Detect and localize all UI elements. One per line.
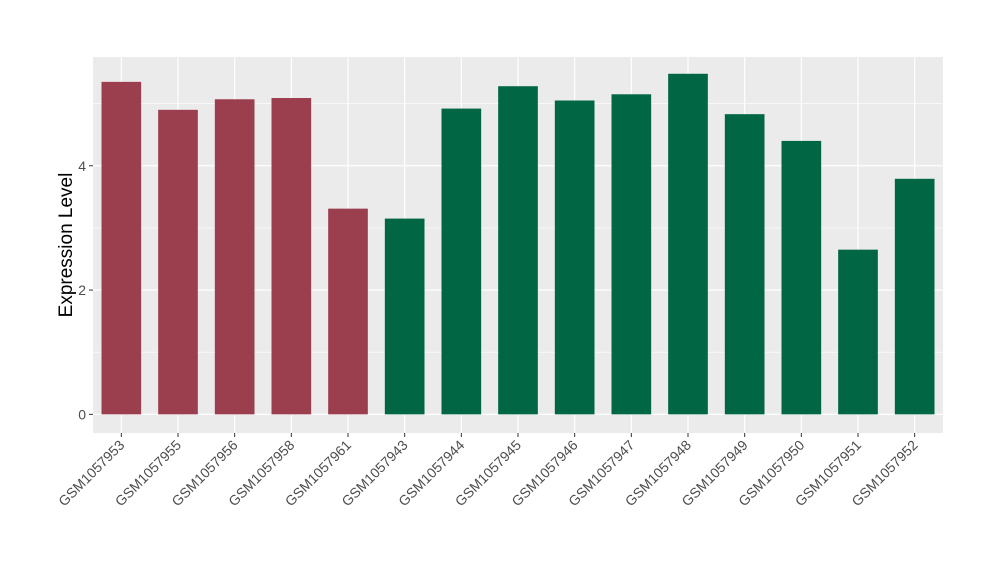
bars xyxy=(101,73,935,415)
bar-GSM1057952 xyxy=(894,178,935,415)
bar-GSM1057949 xyxy=(724,114,765,415)
bar-GSM1057961 xyxy=(328,208,368,415)
bar-GSM1057958 xyxy=(271,98,312,415)
y-tick-label: 2 xyxy=(78,282,86,298)
bar-GSM1057948 xyxy=(668,73,708,415)
bar-GSM1057951 xyxy=(838,249,878,415)
bar-GSM1057944 xyxy=(441,108,482,415)
x-axis: GSM1057953GSM1057955GSM1057956GSM1057958… xyxy=(55,433,921,509)
y-axis-label: Expression Level xyxy=(56,173,77,318)
bar-GSM1057943 xyxy=(384,218,425,415)
bar-GSM1057956 xyxy=(214,99,255,415)
bar-GSM1057955 xyxy=(158,109,198,415)
y-tick-label: 0 xyxy=(78,406,86,422)
bar-GSM1057947 xyxy=(611,94,652,415)
y-axis: 0 2 4 xyxy=(78,158,93,422)
y-tick-label: 4 xyxy=(78,158,86,174)
bar-GSM1057950 xyxy=(781,140,822,415)
bar-GSM1057953 xyxy=(101,81,142,415)
bar-GSM1057945 xyxy=(498,86,538,415)
bar-GSM1057946 xyxy=(554,100,595,415)
